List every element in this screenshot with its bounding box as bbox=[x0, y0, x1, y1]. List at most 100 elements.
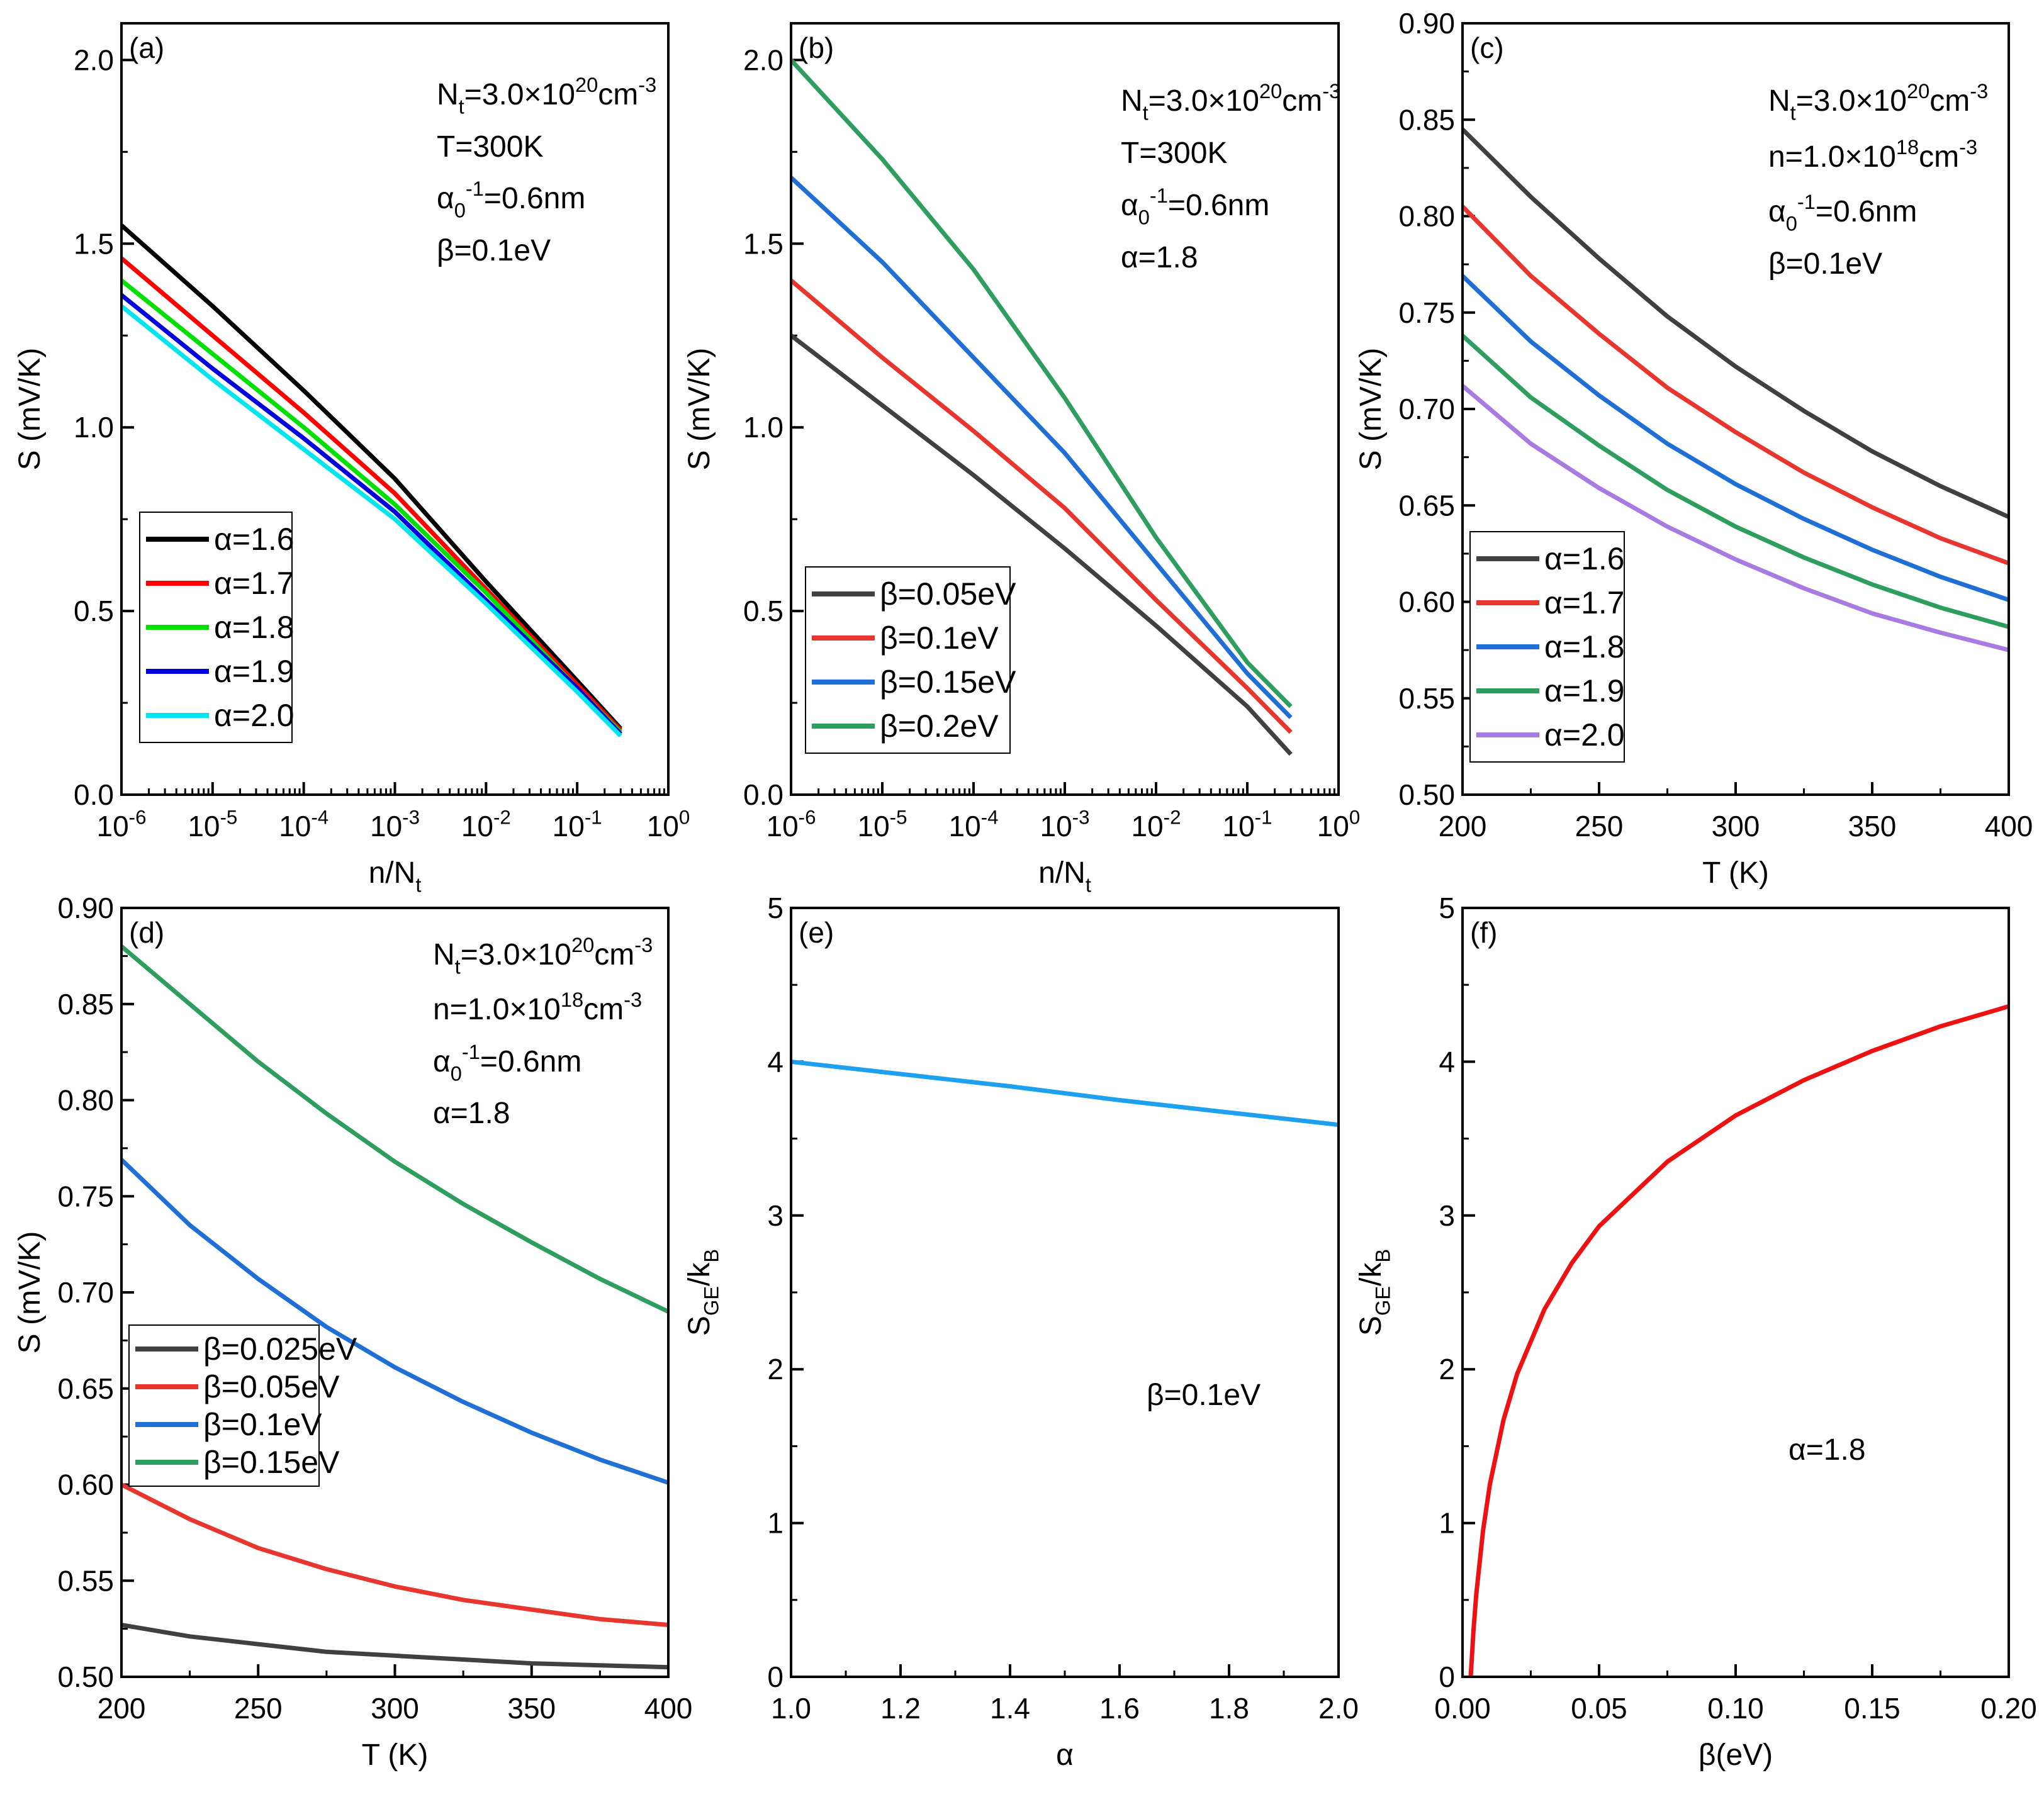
series-line-2 bbox=[121, 1158, 668, 1485]
legend-label: α=1.9 bbox=[1544, 673, 1625, 708]
x-tick-label: 0.20 bbox=[1980, 1692, 2037, 1725]
series-line-0 bbox=[1463, 128, 2009, 519]
series-line-3 bbox=[1463, 333, 2009, 629]
plot-frame bbox=[120, 22, 670, 796]
legend-label: α=1.8 bbox=[214, 610, 295, 645]
y-tick-label: 0.55 bbox=[1398, 682, 1455, 715]
panel-e: 1.0 1.2 1.4 1.6 1.8 2.0 0 1 2 3 4 5 α SGE/kB​ (e) β=0.1… bbox=[683, 892, 1359, 1772]
series-line-0 bbox=[121, 223, 622, 731]
y-tick-label: 0.70 bbox=[1398, 393, 1455, 425]
x-tick-label: 300 bbox=[371, 1692, 419, 1725]
legend-label: β=0.025eV bbox=[203, 1331, 357, 1367]
series-line-1 bbox=[121, 256, 622, 732]
x-tick-label: 250 bbox=[234, 1692, 283, 1725]
y-axis-label: S (mV/K) bbox=[1354, 348, 1388, 471]
panel-f: 0.00 0.05 0.10 0.15 0.20 0 1 2 3 4 5 β(eV) SGE/kB​ (f… bbox=[1354, 892, 2037, 1772]
x-tick-label: 10-1​ bbox=[553, 807, 602, 843]
legend: α=1.6 α=1.7 α=1.8 α=1.9 α=2.0 bbox=[1469, 531, 1625, 763]
annotation-text: β=0.1eV bbox=[437, 234, 551, 267]
y-tick-label: 0.5 bbox=[743, 595, 783, 627]
x-tick-label: 100​ bbox=[1317, 807, 1361, 843]
legend-label: α=1.6 bbox=[1544, 541, 1625, 576]
panel-a: 10-6​ 10-5​ 10-4​ 10-3​ 10-2​ 10-1​ 100​ 0.0 0.5… bbox=[13, 22, 690, 896]
y-tick-label: 1 bbox=[767, 1507, 783, 1540]
annotation-text: β=0.1eV bbox=[1768, 247, 1882, 281]
plot-frame bbox=[1461, 907, 2010, 1678]
x-tick-label: 10-6​ bbox=[766, 807, 816, 843]
y-tick-label: 1.5 bbox=[743, 227, 783, 260]
x-tick-label: 300 bbox=[1712, 810, 1760, 843]
x-tick-label: 1.4 bbox=[990, 1692, 1030, 1725]
x-axis-label: β(eV) bbox=[1699, 1738, 1773, 1772]
y-axis-label: S (mV/K) bbox=[13, 348, 47, 471]
x-axis-label: n/Nt​ bbox=[1038, 856, 1091, 896]
y-tick-label: 1 bbox=[1439, 1507, 1455, 1540]
y-axis-label: S (mV/K) bbox=[13, 1231, 47, 1354]
series-line-2 bbox=[791, 176, 1293, 719]
series-line-2 bbox=[1463, 274, 2009, 602]
legend-label: β=0.15eV bbox=[203, 1445, 340, 1480]
plot-frame bbox=[1461, 22, 2010, 796]
x-tick-label: 400 bbox=[644, 1692, 693, 1725]
y-tick-label: 0.85 bbox=[1398, 103, 1455, 136]
panel-label: (f) bbox=[1470, 916, 1497, 949]
annotation-text: α=1.8 bbox=[1121, 241, 1198, 274]
legend-label: α=2.0 bbox=[1544, 717, 1625, 753]
series-line-0 bbox=[791, 1059, 1339, 1128]
annotation-text: n=1.0×1018cm-3​ bbox=[1768, 135, 1977, 174]
x-tick-label: 10-4​ bbox=[949, 807, 999, 843]
y-axis-label: SGE/kB​ bbox=[683, 1249, 722, 1336]
legend-label: α=2.0 bbox=[214, 698, 295, 733]
legend-label: β=0.1eV bbox=[880, 620, 999, 656]
legend-label: α=1.7 bbox=[1544, 585, 1625, 620]
x-tick-label: 200 bbox=[98, 1692, 146, 1725]
panel-c: 200 250 300 350 400 0.50 0.55 0.60 0.65 0.70 0.75 0… bbox=[1354, 7, 2033, 890]
panel-label: (b) bbox=[799, 31, 834, 64]
plot-frame bbox=[120, 907, 670, 1678]
y-tick-label: 0.85 bbox=[57, 988, 114, 1021]
legend: α=1.6 α=1.7 α=1.8 α=1.9 α=2.0 bbox=[139, 512, 295, 743]
series-line-1 bbox=[791, 279, 1293, 734]
y-tick-label: 0.55 bbox=[57, 1564, 114, 1597]
y-tick-label: 0.65 bbox=[1398, 489, 1455, 522]
legend-label: α=1.8 bbox=[1544, 629, 1625, 664]
panel-label: (a) bbox=[129, 31, 164, 64]
x-tick-label: 1.2 bbox=[880, 1692, 921, 1725]
y-tick-label: 0.90 bbox=[57, 892, 114, 924]
y-tick-label: 0 bbox=[1439, 1660, 1455, 1693]
y-tick-label: 4 bbox=[767, 1045, 783, 1078]
y-tick-label: 0.80 bbox=[1398, 200, 1455, 233]
x-tick-label: 10-2​ bbox=[461, 807, 511, 843]
y-tick-label: 2.0 bbox=[743, 43, 783, 76]
legend-label: β=0.15eV bbox=[880, 664, 1016, 700]
legend-label: β=0.2eV bbox=[880, 708, 999, 744]
x-tick-label: 10-4​ bbox=[279, 807, 328, 843]
panel-d: 200 250 300 350 400 0.50 0.55 0.60 0.65 0.70 0.75 0… bbox=[13, 892, 692, 1772]
panel-label: (e) bbox=[799, 916, 834, 949]
y-tick-label: 3 bbox=[1439, 1199, 1455, 1232]
x-tick-label: 350 bbox=[1848, 810, 1897, 843]
x-tick-label: 350 bbox=[507, 1692, 556, 1725]
y-tick-label: 0.0 bbox=[743, 778, 783, 811]
legend-label: β=0.05eV bbox=[203, 1369, 340, 1404]
x-tick-label: 0.15 bbox=[1844, 1692, 1901, 1725]
x-axis-label: T (K) bbox=[362, 1738, 429, 1772]
x-tick-label: 1.6 bbox=[1099, 1692, 1140, 1725]
annotation-text: Nt=3.0×1020cm-3​ bbox=[437, 73, 656, 118]
legend-box bbox=[805, 566, 1011, 754]
annotation-text: T=300K bbox=[437, 130, 543, 164]
y-tick-label: 0.70 bbox=[57, 1276, 114, 1309]
annotation-text: Nt=3.0×1020cm-3​ bbox=[433, 933, 653, 978]
annotation-text: β=0.1eV bbox=[1147, 1379, 1261, 1412]
y-tick-label: 5 bbox=[1439, 892, 1455, 924]
annotation-text: α=1.8 bbox=[1788, 1433, 1866, 1467]
annotation-text: α0-1=0.6nm bbox=[433, 1040, 581, 1085]
y-tick-label: 0.5 bbox=[74, 595, 114, 627]
x-tick-label: 200 bbox=[1439, 810, 1487, 843]
panel-label: (d) bbox=[129, 916, 164, 949]
x-tick-label: 10-3​ bbox=[1040, 807, 1090, 843]
x-tick-label: 1.0 bbox=[771, 1692, 811, 1725]
y-tick-label: 1.0 bbox=[743, 411, 783, 444]
series-line-3 bbox=[121, 944, 668, 1314]
